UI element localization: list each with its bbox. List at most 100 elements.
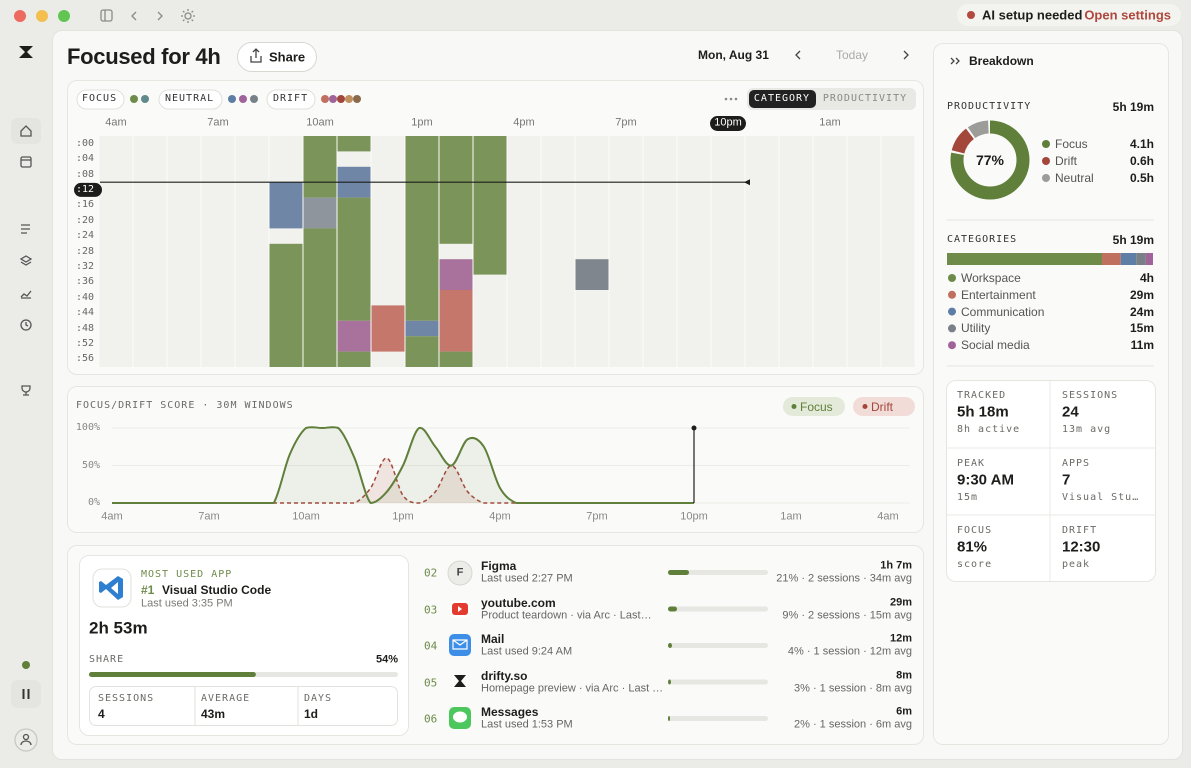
status-pill[interactable] [957,4,1181,26]
legend-value: 0.6h [1129,154,1154,168]
activity-block [337,197,371,321]
app-sub: Homepage preview · via Arc · Last … [481,682,664,694]
open-settings[interactable]: Open settings [1084,7,1171,23]
hour-label: 10am [306,116,334,129]
donut-segment [950,120,1030,200]
most-used-duration: 2h 53m [89,618,148,638]
share-heading: SHARE [89,654,125,665]
tab-active[interactable] [749,90,816,108]
nav-icons[interactable] [14,125,38,752]
legend-dot [130,95,138,103]
stat-label: DRIFT [1062,525,1098,536]
stat-value: 12:30 [1062,538,1101,556]
legend-chip [76,89,125,110]
legend-dot [948,274,956,282]
toolbar-icons[interactable] [100,9,195,23]
minute-label: :44 [76,307,95,319]
app-share-track [668,643,768,648]
stat-label: FOCUS [957,525,993,536]
most-used-last: Last used 3:35 PM [141,597,233,610]
app-meta: 4% · 1 session · 12m avg [787,645,912,658]
tracking-dot [22,661,30,669]
legend-value: 29m [1129,287,1154,302]
tab-category[interactable]: CATEGORY [753,93,811,104]
minute-label: :04 [76,153,95,165]
x-tick-label: 10pm [680,510,708,523]
legend-dot [228,95,236,103]
section-label: CATEGORIES [947,234,1018,245]
today-button[interactable]: Today [835,48,869,62]
legend-dot [948,290,956,299]
stat-value: 7 [1062,471,1071,488]
stat-value: 43m [201,707,226,721]
stat-sub: 13m avg [1062,424,1112,435]
legend-dot [1042,174,1050,182]
app-share-track [668,606,768,612]
hour-label: 4am [105,116,127,129]
app-meta: 2% · 1 session · 6m avg [794,718,912,731]
app-meta: 9% · 2 sessions · 15m avg [782,609,912,621]
x-tick-label: 4am [877,510,899,523]
legend-label: Drift [1055,154,1077,168]
status-dot [967,11,975,19]
stat-label: TRACKED [957,390,1007,401]
activity-block [405,320,439,337]
legend-chip-label: NEUTRAL [165,93,215,104]
most-used-card [79,555,409,736]
app-duration: 1h 7m [880,559,912,572]
app-sub: Last used 1:53 PM [481,718,573,731]
tab-productivity[interactable]: PRODUCTIVITY [822,93,908,104]
most-used-heading: MOST USED APP [141,569,233,580]
stat-label: DAYS [304,693,333,704]
hour-label: 7pm [615,116,637,129]
activity-block [439,259,473,290]
legend-label: Social media [961,338,1030,353]
legend-chip-label: DRIFT [273,93,309,104]
legend-dot [345,95,353,103]
minute-label: :56 [76,353,95,365]
stat-label: PEAK [957,457,986,469]
traffic-lights[interactable] [14,10,70,22]
legend-dot [1042,140,1050,148]
section-total: 5h 19m [1112,233,1154,247]
share-bar [89,672,256,677]
app-rank: 02 [424,566,438,580]
app-duration: 12m [889,632,912,645]
nav-active [11,118,41,144]
legend-label: Neutral [1055,171,1094,185]
share-label[interactable]: Share [269,49,306,65]
app-meta: 3% · 1 session · 8m avg [794,682,912,694]
legend-label: Communication [961,304,1045,319]
activity-block [337,351,371,367]
category-segment [947,253,1102,265]
header-icons[interactable] [250,48,960,65]
date-label: Mon, Aug 31 [698,48,769,62]
legend-label: Focus [1055,137,1088,151]
minute-label: :24 [76,230,95,242]
hour-label: 4pm [513,116,535,129]
stat-label: SESSIONS [1062,390,1119,401]
share-button[interactable] [237,42,317,72]
stat-sub: peak [1062,559,1091,570]
y-tick-label: 50% [81,459,100,471]
most-used-name: Visual Studio Code [162,583,272,597]
pause-icon[interactable] [22,689,30,699]
focus-pill [783,397,845,416]
legend-dot [321,95,329,103]
section-label: PRODUCTIVITY [947,101,1032,112]
app-duration: 6m [896,705,912,718]
more-icon[interactable] [724,97,738,101]
legend-value: 4h [1139,271,1154,285]
logo [19,46,33,58]
stat-value: 5h 18m [957,403,1009,421]
minute-label: :36 [76,276,95,288]
app-name: Messages [481,705,539,719]
app-share-track [668,716,768,721]
app-initial: F [456,566,464,579]
pause-button[interactable] [11,680,41,708]
most-used-stats [89,686,398,726]
score-card [67,386,924,533]
app-duration: 8m [896,669,912,681]
stat-value: 24 [1062,403,1079,421]
stat-value: 1d [304,707,319,721]
